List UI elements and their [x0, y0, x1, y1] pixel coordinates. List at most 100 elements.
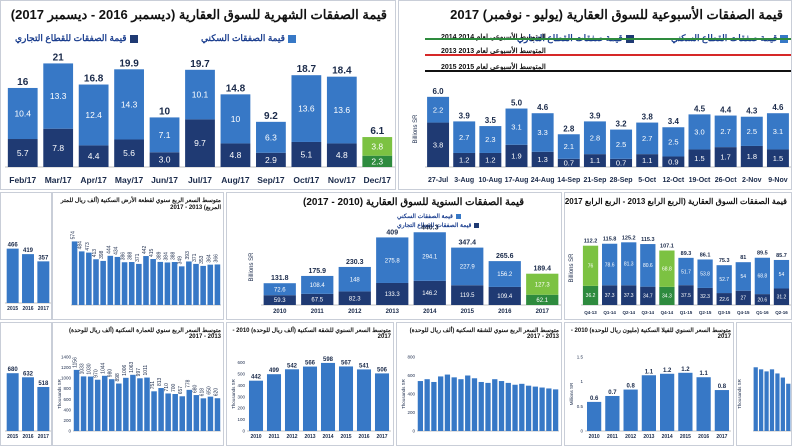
bar-segment: [453, 152, 476, 167]
bar-value-label: 27: [740, 296, 746, 302]
bar-segment: [114, 69, 144, 140]
quarterly-chart-svg: 36.2 76 112.2 Q4-13 37.3 78.6 115.8 Q1-14 37.3 81…: [569, 235, 791, 315]
monthly-legend-commercial: قيمة الصفقات للقطاع التجاري: [15, 33, 138, 44]
bar-segment: [583, 154, 606, 167]
bar: [186, 389, 193, 431]
bar: [200, 265, 206, 305]
y-tick-label: 1.5: [577, 355, 584, 360]
bar-value-label: 82.3: [349, 296, 361, 302]
bar-value-label: 0.8: [718, 384, 727, 390]
weekly-line-2013-name: المتوسط الأسبوعي لعام 2013: [458, 48, 546, 55]
bar: [179, 396, 185, 431]
bar-total-label: 3.9: [589, 111, 601, 120]
bar-total-label: 14.8: [226, 83, 246, 94]
bar-value-label: 618: [199, 388, 205, 397]
x-tick-label: 2010: [589, 434, 600, 440]
x-tick-label: Q4-14: [661, 310, 674, 315]
bar-value-label: 1.5: [694, 154, 704, 163]
bar-segment: [7, 139, 38, 167]
bar-total-label: 16: [17, 77, 29, 88]
bar-segment: [688, 149, 711, 167]
x-tick-label: Q1-14: [603, 310, 616, 315]
bar-value-label: 78.6: [605, 262, 615, 268]
bar-segment: [640, 286, 656, 305]
annual-chart-svg: 59.3 72.6 131.8 2010 67.5 108.4 175.9 2011 82.3 1…: [249, 224, 561, 315]
bar-value-label: 20.6: [757, 297, 767, 303]
bar-value-label: 415: [149, 248, 155, 257]
quarterly-chart-title: قيمة الصفقات السوق العقارية (الربع الراب…: [564, 197, 787, 206]
bar-segment: [256, 121, 286, 153]
bar-total-label: 16.8: [84, 74, 104, 85]
bar-value-label: 1.2: [681, 367, 690, 373]
bar-segment: [263, 283, 296, 296]
bar-segment: [362, 155, 393, 167]
bar-segment: [557, 158, 580, 167]
bar-total-label: 4.6: [537, 103, 549, 112]
bar-value-label: 37.5: [681, 293, 691, 299]
bar-segment: [43, 128, 74, 167]
bar-value-label: 567: [341, 360, 352, 366]
weekly-chart-title: قيمة الصفقات الأسبوعية للسوق العقارية (ي…: [450, 7, 783, 22]
annual-chart-title: قيمة الصفقات السنوية للسوق العقارية (201…: [303, 197, 524, 208]
bar-total-label: 75.3: [719, 258, 730, 264]
bar-segment: [582, 245, 599, 286]
bar-segment: [78, 84, 109, 146]
bar-value-label: 473: [85, 242, 91, 251]
bar: [87, 376, 94, 431]
y-tick-label: 400: [63, 407, 71, 412]
bar: [136, 263, 142, 305]
bar-total-label: 189.4: [533, 266, 551, 273]
y-tick-label: 500: [237, 372, 245, 377]
bar-value-label: 598: [323, 357, 334, 363]
bottom-left-chart-svg: 680 2015 632 2016 518 2017: [5, 367, 51, 440]
x-tick-label: Oct/17: [293, 175, 319, 185]
bar: [22, 254, 34, 303]
bar-value-label: 81.3: [624, 262, 634, 268]
building-quarterly-chart-panel: متوسط السعر الربع سنوي للعمارة السكنية (…: [52, 322, 224, 446]
bar-value-label: 37.3: [605, 293, 615, 299]
bar-total-label: 3.9: [459, 111, 471, 120]
bar-value-label: 2.2: [433, 105, 443, 114]
y-axis-label: Thousands SR: [737, 378, 742, 409]
bar-value-label: 3.8: [371, 141, 383, 151]
bar: [546, 388, 552, 431]
mid-left-chart-svg: 466 2015 419 2016 357 2017: [5, 243, 51, 312]
bar-segment: [505, 108, 528, 145]
bar-value-label: 76: [588, 264, 594, 270]
bar: [764, 371, 769, 431]
bar-value-label: 778: [185, 379, 191, 388]
bar-value-label: 3.1: [773, 127, 783, 136]
x-tick-label: 2015: [340, 434, 351, 440]
bar: [786, 383, 791, 431]
bar-value-label: 36.2: [586, 293, 596, 299]
bar-value-label: 4.4: [88, 151, 100, 161]
bar: [207, 396, 214, 431]
bar-segment: [697, 259, 713, 288]
bar-segment: [338, 291, 371, 305]
bar: [101, 375, 108, 431]
bar-value-label: 1011: [143, 365, 149, 376]
bar-value-label: 434: [113, 246, 119, 255]
bar-value-label: 386: [121, 252, 127, 261]
bottom-right-chart-panel: Thousands SR: [736, 322, 792, 446]
x-tick-label: Q1-16: [756, 310, 769, 315]
monthly-chart-panel: قيمة الصفقات الشهرية للسوق العقارية (ديس…: [0, 0, 396, 190]
apartment-quarterly-title: متوسط السعر الربع سنوي للشقة السكنية (أل…: [409, 328, 559, 340]
bar: [451, 377, 457, 431]
x-tick-label: Dec/17: [364, 175, 392, 185]
x-tick-label: Q2-14: [622, 310, 635, 315]
bar-value-label: 10.4: [14, 108, 31, 118]
bar: [186, 261, 192, 305]
x-tick-label: Q2-16: [775, 310, 788, 315]
bar-value-label: 22.6: [719, 297, 729, 303]
bar-value-label: 442: [251, 375, 262, 381]
x-tick-label: 2015: [680, 434, 691, 440]
bar-value-label: 1063: [129, 361, 135, 372]
y-tick-label: 100: [237, 417, 245, 422]
bar-total-label: 2.8: [563, 124, 575, 133]
bar-segment: [185, 119, 215, 167]
bar-segment: [376, 282, 409, 305]
y-tick-label: 800: [407, 355, 415, 360]
bar: [284, 369, 300, 431]
bar-segment: [697, 287, 713, 305]
